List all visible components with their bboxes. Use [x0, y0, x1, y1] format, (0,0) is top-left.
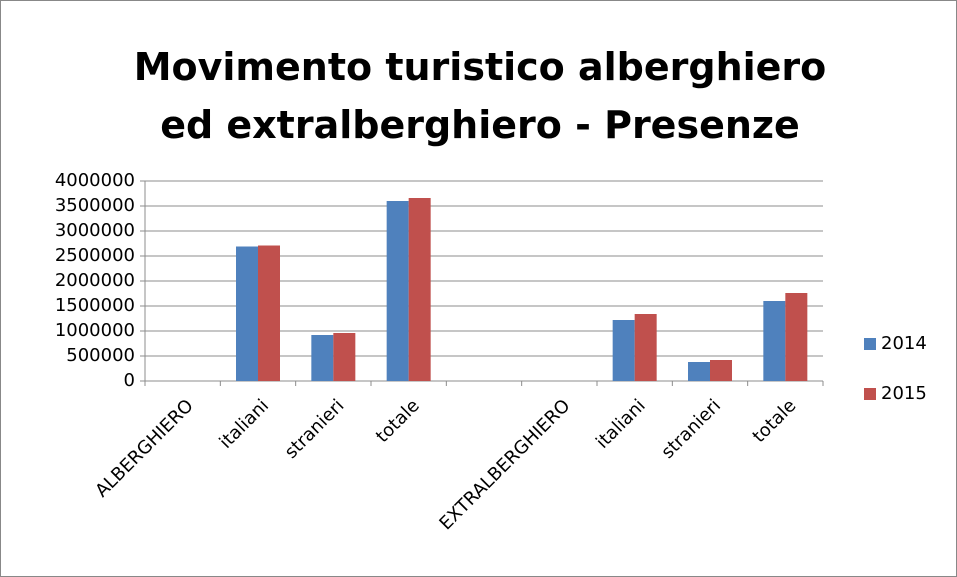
y-tick-label: 4000000	[55, 170, 135, 191]
y-tick-label: 3000000	[55, 220, 135, 241]
bar	[785, 293, 808, 381]
bar	[612, 320, 635, 381]
bar	[311, 335, 334, 381]
bar	[634, 314, 657, 381]
legend-label: 2014	[881, 333, 927, 354]
y-tick-label: 1500000	[55, 295, 135, 316]
y-tick-label: 2000000	[55, 270, 135, 291]
legend-swatch	[864, 338, 876, 350]
bar	[386, 201, 409, 381]
bar	[710, 360, 732, 381]
legend-label: 2015	[881, 383, 927, 404]
y-tick-label: 2500000	[55, 245, 135, 266]
legend-swatch	[864, 388, 876, 400]
bar	[763, 301, 786, 381]
bar	[333, 333, 356, 381]
y-tick-label: 0	[124, 370, 135, 391]
y-tick-label: 500000	[66, 345, 135, 366]
bar	[258, 245, 280, 381]
bar	[408, 198, 431, 381]
bar	[236, 246, 258, 381]
y-tick-label: 3500000	[55, 195, 135, 216]
y-tick-label: 1000000	[55, 320, 135, 341]
chart-title: Movimento turistico alberghiero ed extra…	[133, 45, 827, 147]
bar	[688, 362, 710, 381]
